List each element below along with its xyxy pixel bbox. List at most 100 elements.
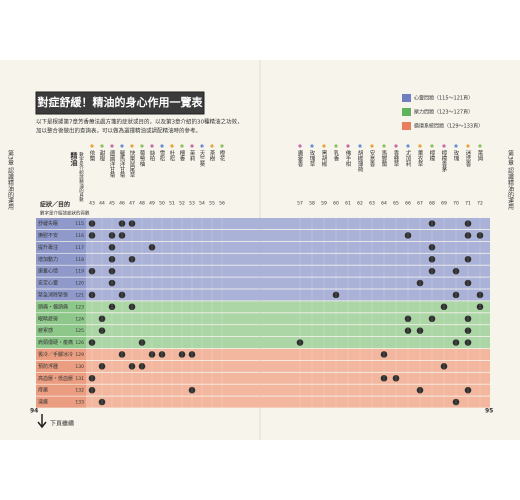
- oil-name: 萊姆: [477, 149, 484, 163]
- dot: [428, 267, 436, 275]
- oil-bullet: [298, 144, 302, 148]
- dot: [148, 244, 156, 251]
- row-label: 痔瘡: [38, 387, 48, 394]
- dot: [380, 374, 388, 382]
- dot: [188, 351, 196, 358]
- dot: [108, 303, 116, 311]
- oil-page: 60: [333, 201, 339, 207]
- dot: [118, 291, 126, 299]
- dot: [158, 351, 166, 358]
- oil-page: 67: [417, 201, 423, 207]
- dot: [452, 398, 460, 406]
- oil-page: 54: [199, 201, 205, 207]
- oil-page: 51: [169, 201, 175, 207]
- oil-bullet: [334, 144, 338, 148]
- oil-bullet: [90, 144, 94, 148]
- dot: [464, 255, 472, 263]
- oil-name: 葡萄柚: [139, 149, 146, 168]
- row-label: 增加動力: [38, 256, 58, 263]
- dot: [464, 327, 472, 334]
- row-label: 提升專注: [38, 244, 58, 251]
- oil-page: 55: [209, 201, 215, 207]
- dot: [138, 363, 146, 370]
- row-label-band: [36, 253, 86, 265]
- row-page: 123: [75, 304, 84, 310]
- oil-bullet: [210, 144, 214, 148]
- oil-bullet: [220, 144, 224, 148]
- title: 對症舒緩！精油的身心作用一覽表: [38, 95, 204, 109]
- page-number: 95: [485, 408, 493, 415]
- oil-name: 佛手柑: [345, 149, 352, 168]
- oil-page: 59: [321, 201, 327, 207]
- title-box: [35, 91, 205, 115]
- oil-page: 66: [405, 201, 411, 207]
- row-label: 畏冷／手腳冰冷: [38, 351, 73, 358]
- oil-page: 68: [429, 201, 435, 207]
- oil-page: 72: [477, 201, 483, 207]
- dot: [88, 374, 96, 382]
- oil-bullet: [394, 144, 398, 148]
- dot: [118, 351, 126, 358]
- dot: [128, 220, 136, 227]
- dot: [88, 339, 96, 346]
- dot: [108, 244, 116, 251]
- row-label: 緊急消除緊張: [38, 291, 68, 298]
- dot: [88, 291, 96, 299]
- dot: [464, 232, 472, 239]
- row-label-band: [36, 241, 86, 253]
- row-band: [36, 360, 490, 372]
- dot: [98, 327, 106, 334]
- oil-note: 數字是介紹該精油的頁數: [79, 151, 84, 203]
- oil-page: 52: [179, 201, 185, 207]
- dot: [428, 244, 436, 251]
- dot: [428, 220, 436, 227]
- row-page: 116: [75, 233, 84, 239]
- dot: [88, 220, 96, 227]
- oil-bullet: [418, 144, 422, 148]
- row-label-band: [36, 265, 86, 277]
- row-band: [36, 313, 490, 325]
- dot: [404, 315, 412, 323]
- oil-name: 檸檬香茅: [441, 149, 448, 173]
- dot: [476, 232, 484, 239]
- row-label-band: [36, 229, 86, 241]
- oil-name: 胡椒薄荷: [357, 149, 364, 174]
- oil-bullet: [190, 144, 194, 148]
- dot: [464, 279, 472, 287]
- oil-name: 檸檬: [429, 149, 436, 163]
- oil-name: 茶樹: [209, 149, 216, 163]
- dot: [332, 291, 340, 299]
- dot: [108, 232, 116, 239]
- oil-page: 64: [381, 201, 387, 207]
- row-page: 129: [75, 352, 84, 358]
- row-label-band: [36, 218, 86, 230]
- dot: [404, 327, 412, 334]
- row-page: 131: [75, 376, 84, 382]
- row-band: [36, 337, 490, 349]
- oil-name: 尤加利: [405, 149, 412, 167]
- row-band: [36, 325, 490, 337]
- oil-name: 德國洋甘菊: [109, 149, 116, 179]
- dot: [416, 279, 424, 287]
- row-page: 130: [75, 364, 84, 370]
- dot: [428, 255, 436, 263]
- row-label: 肩頸僵硬・痠痛: [38, 339, 73, 346]
- intro-line: 加以整合後做出的查詢表，可以做為選擇精油或調配精油時的參考。: [36, 127, 201, 135]
- oil-page: 61: [345, 201, 351, 207]
- oil-bullet: [346, 144, 350, 148]
- dot: [416, 327, 424, 334]
- legend-swatch: [402, 108, 411, 116]
- page-note: 數字是介紹該症狀的頁數: [40, 210, 90, 217]
- row-band: [36, 372, 490, 384]
- oil-page: 44: [99, 201, 105, 207]
- oil-page: 70: [453, 201, 459, 207]
- oil-bullet: [140, 144, 144, 148]
- row-label: 撫慰不安: [38, 232, 58, 239]
- dot: [88, 267, 96, 275]
- legend-label: 循環系統問題（129～133頁）: [414, 123, 483, 130]
- row-label-band: [36, 348, 86, 360]
- dot: [138, 339, 146, 346]
- oil-bullet: [406, 144, 410, 148]
- intro-line: 以下是根據第7章芳香療法處方箋的症狀或目的，以及第3章介紹的30種精油之功效，: [36, 118, 243, 126]
- row-page: 125: [75, 328, 84, 334]
